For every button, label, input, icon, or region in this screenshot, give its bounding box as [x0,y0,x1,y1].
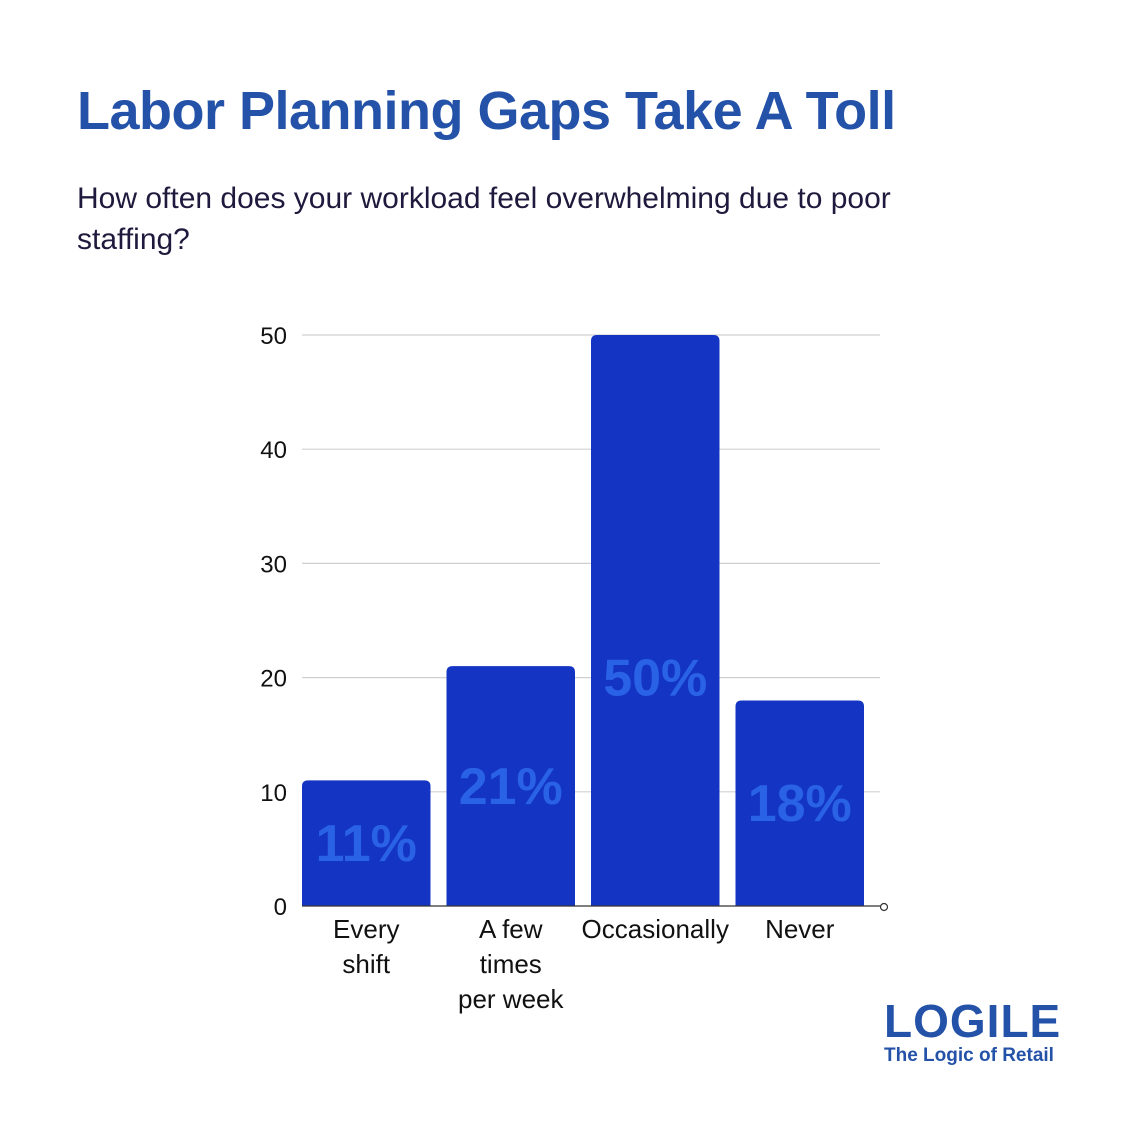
bar [302,780,431,906]
axis-end-marker [879,902,889,912]
data-label: 21% [459,758,563,816]
chart-subtitle: How often does your workload feel overwh… [77,182,891,256]
bar [446,666,575,906]
y-tick-label: 40 [260,437,287,464]
y-tick-label: 10 [260,780,287,807]
y-tick-label: 30 [260,551,287,578]
x-tick-label: per week [458,984,564,1014]
data-label: 11% [316,815,417,873]
data-label: 18% [748,775,852,833]
chart-title: Labor Planning Gaps Take A Toll [77,81,896,141]
data-label: 50% [603,650,707,708]
x-tick-label: Every [333,914,399,944]
logo-wordmark: LOGILE [884,995,1062,1047]
y-tick-label: 20 [260,666,287,693]
bar [591,335,720,906]
y-tick-label: 50 [260,323,287,350]
logile-logo: LOGILE The Logic of Retail [884,998,1074,1068]
y-tick-label: 0 [274,894,287,921]
x-tick-label: shift [342,949,390,979]
x-tick-label: Occasionally [582,914,729,944]
x-tick-label: times [480,949,542,979]
x-tick-label: Never [765,914,835,944]
bar [735,700,864,906]
logo-tagline: The Logic of Retail [884,1045,1054,1066]
x-tick-label: A few [479,914,543,944]
